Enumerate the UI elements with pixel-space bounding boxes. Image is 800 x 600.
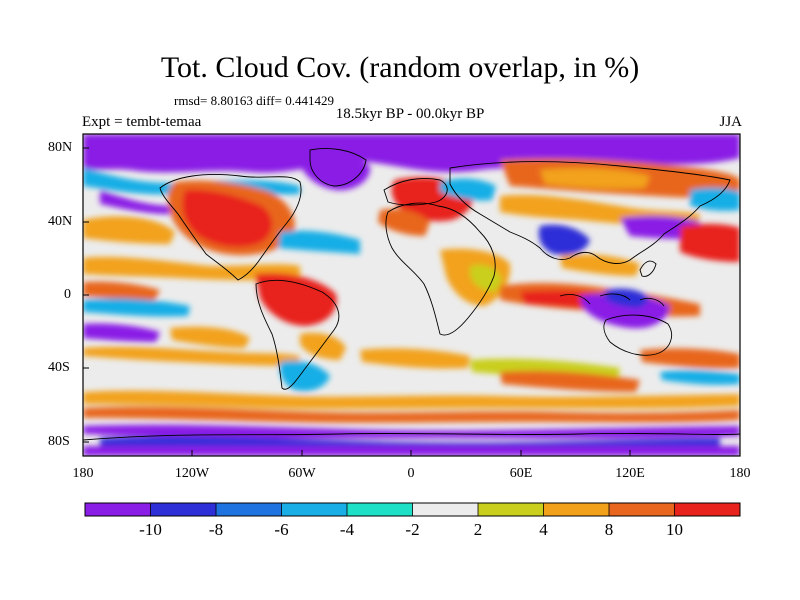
lat-label-80n: 80N [48, 140, 73, 155]
colorbar-label: -2 [405, 520, 420, 539]
coastlines [83, 148, 740, 441]
anomaly-field [83, 134, 740, 456]
axis-ticks [82, 147, 741, 456]
lat-label-40n: 40N [48, 214, 73, 229]
lat-label-80s: 80S [48, 434, 70, 449]
lon-label-60e: 60E [509, 466, 533, 481]
lon-label-0: 0 [407, 466, 415, 481]
stats-label: rmsd= 8.80163 diff= 0.441429 [174, 93, 334, 108]
colorbar-label: 2 [473, 520, 483, 539]
lon-label-60w: 60W [288, 466, 316, 481]
lon-label-180w: 180 [72, 466, 94, 481]
season-label: JJA [719, 114, 742, 130]
colorbar-label: 8 [604, 520, 614, 539]
period-label: 18.5kyr BP - 00.0kyr BP [335, 106, 485, 122]
lon-label-180e: 180 [729, 466, 751, 481]
lat-label-0: 0 [64, 287, 71, 302]
lon-label-120w: 120W [174, 466, 210, 481]
colorbar-label: -6 [274, 520, 289, 539]
map-title: Tot. Cloud Cov. (random overlap, in %) [160, 51, 640, 84]
colorbar-label: -4 [339, 520, 355, 539]
experiment-label: Expt = tembt-temaa [82, 114, 202, 130]
colorbar-label: -8 [208, 520, 224, 539]
colorbar-label: -10 [139, 520, 162, 539]
lat-label-40s: 40S [48, 360, 70, 375]
colorbar [84, 502, 741, 517]
colorbar-label: 10 [666, 520, 683, 539]
lon-label-120e: 120E [615, 466, 645, 481]
colorbar-label: 4 [539, 520, 548, 539]
